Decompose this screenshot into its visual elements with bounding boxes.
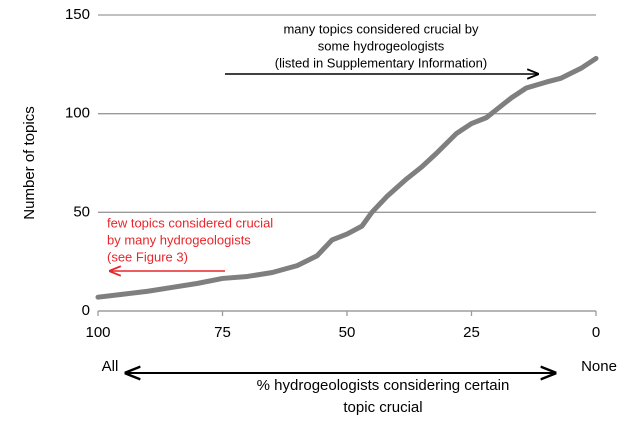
x-end-label: All (102, 358, 119, 375)
annotation: by many hydrogeologists (107, 232, 251, 247)
x-end-label: None (581, 358, 617, 375)
x-axis-title: % hydrogeologists considering certain (257, 377, 510, 394)
annotation: many topics considered crucial by (283, 21, 479, 36)
y-tick-label: 150 (65, 6, 90, 23)
y-tick-label: 50 (73, 203, 90, 220)
x-tick-label: 100 (85, 324, 110, 341)
y-tick-label: 100 (65, 105, 90, 122)
annotation: some hydrogeologists (318, 38, 445, 53)
annotation: (see Figure 3) (107, 249, 188, 264)
data-line (95, 55, 599, 300)
y-axis-title: Number of topics (21, 106, 38, 219)
x-tick-label: 25 (463, 324, 480, 341)
x-axis-title: topic crucial (343, 399, 422, 416)
annotation: few topics considered crucial (107, 215, 273, 230)
annotation: (listed in Supplementary Information) (275, 55, 487, 70)
x-tick-label: 50 (339, 324, 356, 341)
x-tick-label: 75 (214, 324, 231, 341)
y-tick-label: 0 (82, 302, 90, 319)
x-tick-label: 0 (592, 324, 600, 341)
